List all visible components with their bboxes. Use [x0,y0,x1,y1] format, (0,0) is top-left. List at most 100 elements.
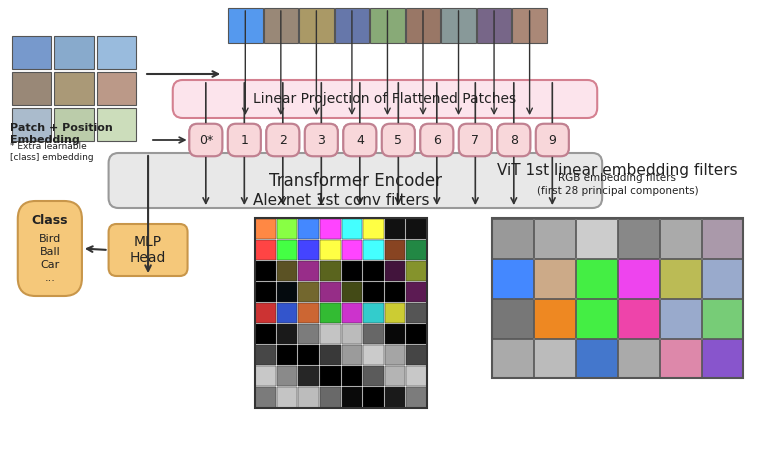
Bar [255,387,276,407]
Bar [618,259,659,297]
FancyBboxPatch shape [498,124,530,156]
FancyBboxPatch shape [343,124,376,156]
Bar [406,303,427,323]
Bar [276,345,297,365]
Bar [255,303,276,323]
Bar [320,240,340,260]
FancyBboxPatch shape [419,123,454,157]
Bar [255,282,276,302]
Text: 4: 4 [356,133,364,146]
Bar [363,345,384,365]
Bar [406,387,427,407]
Text: 0*: 0* [199,133,213,146]
Bar [276,260,297,281]
Bar [12,36,51,69]
Bar [385,303,406,323]
Bar [534,259,575,297]
Bar [276,366,297,386]
FancyBboxPatch shape [266,123,300,157]
Bar [298,345,319,365]
Bar [298,366,319,386]
Bar [702,259,743,297]
Bar [406,8,440,43]
Bar [385,366,406,386]
Text: 8: 8 [510,133,518,146]
Bar [276,219,297,239]
Bar [492,218,743,378]
Bar [406,219,427,239]
Bar [320,387,340,407]
Bar [492,299,533,337]
Text: 3: 3 [317,133,326,146]
Bar [298,387,319,407]
Bar [298,260,319,281]
FancyBboxPatch shape [266,124,299,156]
FancyBboxPatch shape [536,124,568,156]
Bar [276,303,297,323]
Text: Alexnet 1st conv filters: Alexnet 1st conv filters [253,193,429,208]
Bar [406,366,427,386]
Bar [618,219,659,258]
Bar [342,324,362,344]
Bar [385,219,406,239]
Bar [363,282,384,302]
Bar [492,219,533,258]
FancyBboxPatch shape [108,153,602,208]
Bar [534,338,575,377]
Text: Linear Projection of Flattened Patches: Linear Projection of Flattened Patches [253,92,517,106]
Bar [298,324,319,344]
Bar [406,260,427,281]
Bar [363,387,384,407]
Bar [363,219,384,239]
FancyBboxPatch shape [108,224,187,276]
Text: Transformer Encoder: Transformer Encoder [269,171,442,190]
Bar [298,219,319,239]
Text: 7: 7 [472,133,479,146]
Bar [492,338,533,377]
Text: 6: 6 [433,133,441,146]
FancyBboxPatch shape [343,123,377,157]
Text: RGB embedding filters
(first 28 principal components): RGB embedding filters (first 28 principa… [537,173,698,196]
Bar [97,36,136,69]
Bar [276,240,297,260]
Bar [320,345,340,365]
Text: Class: Class [31,214,68,227]
Bar [342,303,362,323]
Bar [276,282,297,302]
Bar [660,338,701,377]
Text: MLP
Head: MLP Head [130,235,166,265]
Bar [442,8,476,43]
Bar [702,299,743,337]
Bar [363,240,384,260]
FancyBboxPatch shape [382,124,415,156]
Bar [342,240,362,260]
Bar [406,240,427,260]
Text: 9: 9 [548,133,556,146]
Bar [385,260,406,281]
Bar [12,72,51,105]
Bar [320,219,340,239]
Bar [298,303,319,323]
Bar [12,108,51,141]
Bar [477,8,511,43]
Bar [228,8,263,43]
Bar [55,72,94,105]
Bar [342,260,362,281]
Bar [320,282,340,302]
Bar [276,387,297,407]
Bar [342,387,362,407]
Bar [576,259,617,297]
FancyBboxPatch shape [497,123,531,157]
FancyBboxPatch shape [173,80,598,118]
Bar [406,282,427,302]
Bar [342,345,362,365]
Bar [576,338,617,377]
Bar [263,8,298,43]
Bar [342,282,362,302]
Bar [255,219,276,239]
Bar [512,8,547,43]
Bar [342,366,362,386]
Bar [618,299,659,337]
Bar [385,240,406,260]
Bar [255,240,276,260]
